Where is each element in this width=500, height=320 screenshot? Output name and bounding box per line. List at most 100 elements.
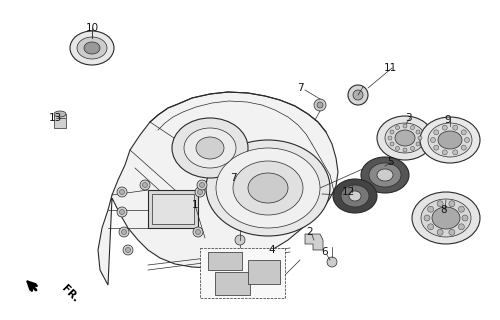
Circle shape [396,126,400,130]
Circle shape [437,201,443,207]
Circle shape [390,142,394,146]
Ellipse shape [438,131,462,149]
Circle shape [403,124,407,128]
Polygon shape [305,234,323,250]
Ellipse shape [196,137,224,159]
Circle shape [122,229,126,235]
Ellipse shape [233,161,303,215]
Ellipse shape [206,140,330,236]
Polygon shape [98,92,338,285]
Ellipse shape [70,31,114,65]
Text: 5: 5 [386,157,394,167]
Circle shape [442,150,447,155]
Circle shape [416,142,420,146]
Circle shape [348,85,368,105]
Ellipse shape [432,207,460,229]
Circle shape [430,138,436,142]
Circle shape [424,215,430,221]
Polygon shape [215,272,250,295]
Circle shape [120,189,124,195]
Polygon shape [148,190,198,228]
Text: 11: 11 [384,63,396,73]
Circle shape [119,227,129,237]
Text: 2: 2 [306,227,314,237]
Polygon shape [208,252,242,270]
Circle shape [327,257,337,267]
Text: 12: 12 [342,187,354,197]
Circle shape [434,145,438,150]
Ellipse shape [333,179,377,213]
Text: 1: 1 [192,200,198,210]
Circle shape [428,224,434,230]
Circle shape [198,189,202,195]
Circle shape [396,146,400,150]
Circle shape [317,102,323,108]
Circle shape [200,182,204,188]
Ellipse shape [420,117,480,163]
Circle shape [195,187,205,197]
Polygon shape [248,260,280,284]
Circle shape [462,215,468,221]
Circle shape [197,180,207,190]
Ellipse shape [385,123,425,153]
Circle shape [140,180,150,190]
Circle shape [453,125,458,130]
Circle shape [464,138,469,142]
Circle shape [462,130,466,135]
Circle shape [458,224,464,230]
Ellipse shape [184,128,236,168]
Text: 13: 13 [48,113,62,123]
Ellipse shape [77,37,107,59]
Ellipse shape [369,163,401,187]
Circle shape [416,130,420,134]
Text: 10: 10 [86,23,98,33]
Circle shape [403,148,407,152]
Circle shape [196,229,200,235]
Circle shape [117,187,127,197]
Ellipse shape [54,111,66,117]
Circle shape [142,182,148,188]
Ellipse shape [349,191,361,201]
Text: 8: 8 [440,205,448,215]
Circle shape [235,235,245,245]
Circle shape [120,210,124,214]
Circle shape [442,125,447,130]
Text: 3: 3 [404,113,411,123]
Ellipse shape [421,199,471,237]
Ellipse shape [361,157,409,193]
Text: 4: 4 [268,245,276,255]
Circle shape [410,146,414,150]
Ellipse shape [84,42,100,54]
Circle shape [453,150,458,155]
Ellipse shape [377,169,393,181]
Ellipse shape [395,130,415,146]
Circle shape [458,206,464,212]
Circle shape [410,126,414,130]
Ellipse shape [412,192,480,244]
Circle shape [193,227,203,237]
Circle shape [449,229,455,235]
Polygon shape [200,248,285,298]
Circle shape [353,90,363,100]
Ellipse shape [172,118,248,178]
Circle shape [462,145,466,150]
Text: 7: 7 [296,83,304,93]
Circle shape [437,229,443,235]
Circle shape [126,247,130,252]
Ellipse shape [248,173,288,203]
Circle shape [418,136,422,140]
Circle shape [428,206,434,212]
Circle shape [314,99,326,111]
Text: 9: 9 [444,115,452,125]
Text: FR.: FR. [60,284,81,304]
Circle shape [388,136,392,140]
Circle shape [390,130,394,134]
Circle shape [117,207,127,217]
Text: 7: 7 [230,173,236,183]
Circle shape [123,245,133,255]
Polygon shape [152,194,194,224]
Text: 6: 6 [322,247,328,257]
Ellipse shape [428,123,472,157]
Ellipse shape [377,116,433,160]
Ellipse shape [216,148,320,228]
